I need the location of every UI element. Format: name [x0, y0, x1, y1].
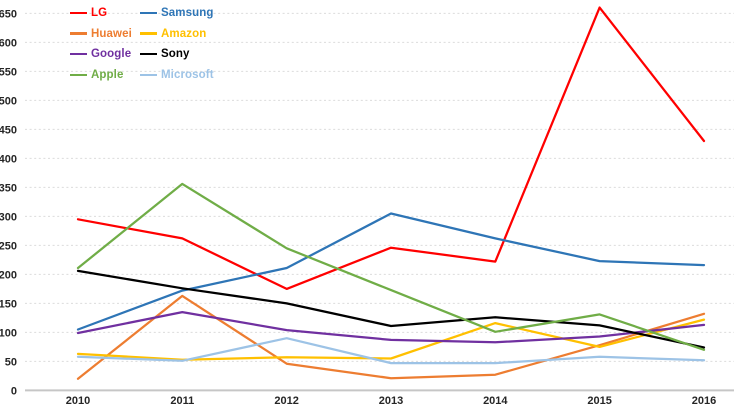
legend-item-samsung: Samsung [140, 6, 213, 20]
legend-swatch-apple [70, 73, 87, 77]
legend-item-apple: Apple [70, 68, 123, 82]
y-tick-label: 250 [0, 240, 17, 252]
legend-swatch-amazon [140, 32, 157, 35]
legend-label-huawei: Huawei [91, 27, 132, 40]
legend-label-apple: Apple [91, 68, 124, 81]
x-tick-label: 2010 [66, 395, 90, 407]
legend-item-lg: LG [70, 6, 107, 20]
x-tick-label: 2012 [274, 395, 298, 407]
x-tick-label: 2014 [483, 395, 508, 407]
y-tick-label: 650 [0, 8, 17, 20]
legend-item-amazon: Amazon [140, 27, 206, 41]
series-line-samsung [76, 212, 706, 331]
series-line-huawei [76, 294, 706, 380]
legend-swatch-sony [140, 52, 157, 56]
y-tick-label: 350 [0, 182, 17, 194]
y-tick-label: 600 [0, 37, 17, 49]
legend-swatch-samsung [140, 11, 157, 15]
legend-item-google: Google [70, 47, 131, 61]
legend-label-microsoft: Microsoft [161, 68, 214, 81]
legend-label-lg: LG [91, 7, 108, 19]
legend-swatch-lg [70, 11, 87, 15]
series-line-lg [76, 6, 706, 291]
y-tick-label: 100 [0, 327, 17, 339]
y-tick-label: 450 [0, 124, 17, 136]
y-tick-label: 550 [0, 66, 17, 78]
series-line-sony [76, 269, 706, 349]
legend-swatch-microsoft [140, 73, 157, 77]
legend-item-sony: Sony [140, 47, 190, 61]
legend-label-sony: Sony [161, 48, 190, 61]
legend-item-huawei: Huawei [70, 27, 132, 41]
series-line-microsoft [76, 337, 706, 365]
legend-label-samsung: Samsung [161, 7, 214, 19]
y-tick-label: 200 [0, 269, 17, 281]
legend-label-google: Google [91, 48, 132, 61]
y-tick-label: 300 [0, 211, 17, 223]
series-line-google [76, 310, 706, 344]
x-tick-label: 2011 [170, 395, 194, 407]
x-tick-label: 2013 [379, 395, 403, 407]
y-tick-label: 50 [5, 356, 17, 368]
y-tick-label: 150 [0, 298, 17, 310]
legend-label-amazon: Amazon [161, 27, 207, 40]
legend-swatch-huawei [70, 32, 87, 35]
x-tick-label: 2015 [587, 395, 611, 407]
x-tick-label: 2016 [692, 395, 716, 407]
legend-item-microsoft: Microsoft [140, 68, 214, 82]
y-tick-label: 0 [11, 385, 17, 397]
y-tick-label: 400 [0, 153, 17, 165]
legend-swatch-google [70, 52, 87, 56]
series-line-apple [76, 182, 706, 351]
y-tick-label: 500 [0, 95, 17, 107]
